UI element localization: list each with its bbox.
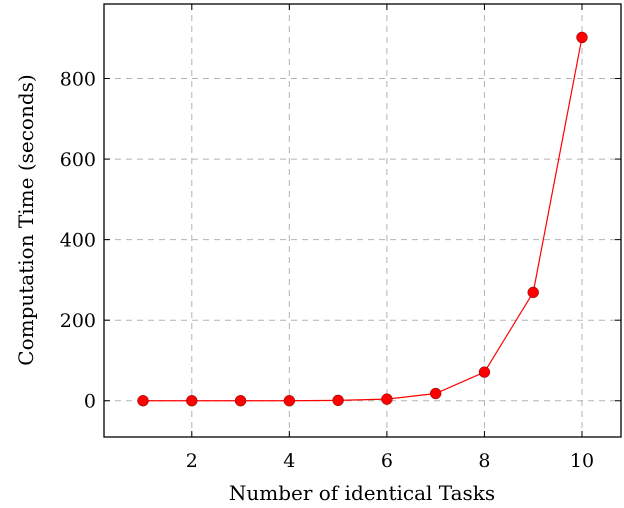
y-tick-label: 800 (60, 69, 96, 91)
x-tick-label: 4 (283, 450, 295, 472)
x-tick-label: 8 (478, 450, 490, 472)
data-point (576, 31, 588, 44)
data-point (430, 387, 442, 400)
series-line (143, 37, 583, 402)
data-point (527, 286, 539, 299)
y-tick-label: 0 (84, 391, 96, 413)
data-point (381, 393, 393, 405)
axis-ticks: 2 4 6 8 10 0 200 400 600 800 (60, 4, 621, 472)
data-point (283, 395, 295, 407)
data-point (332, 394, 344, 406)
x-tick-label: 2 (186, 450, 198, 472)
x-tick-label: 10 (570, 450, 594, 472)
x-axis-label: Number of identical Tasks (229, 481, 495, 505)
y-tick-label: 600 (60, 149, 96, 171)
grid-lines (104, 4, 621, 437)
data-point (234, 395, 247, 407)
series-layer (137, 31, 588, 407)
x-tick-label: 6 (381, 450, 393, 472)
data-point (478, 366, 491, 378)
plot-frame (103, 3, 622, 438)
y-tick-label: 200 (60, 310, 96, 332)
y-axis-label: Computation Time (seconds) (14, 74, 38, 365)
y-tick-label: 400 (60, 230, 96, 252)
data-point (186, 395, 198, 407)
data-point (137, 395, 149, 407)
